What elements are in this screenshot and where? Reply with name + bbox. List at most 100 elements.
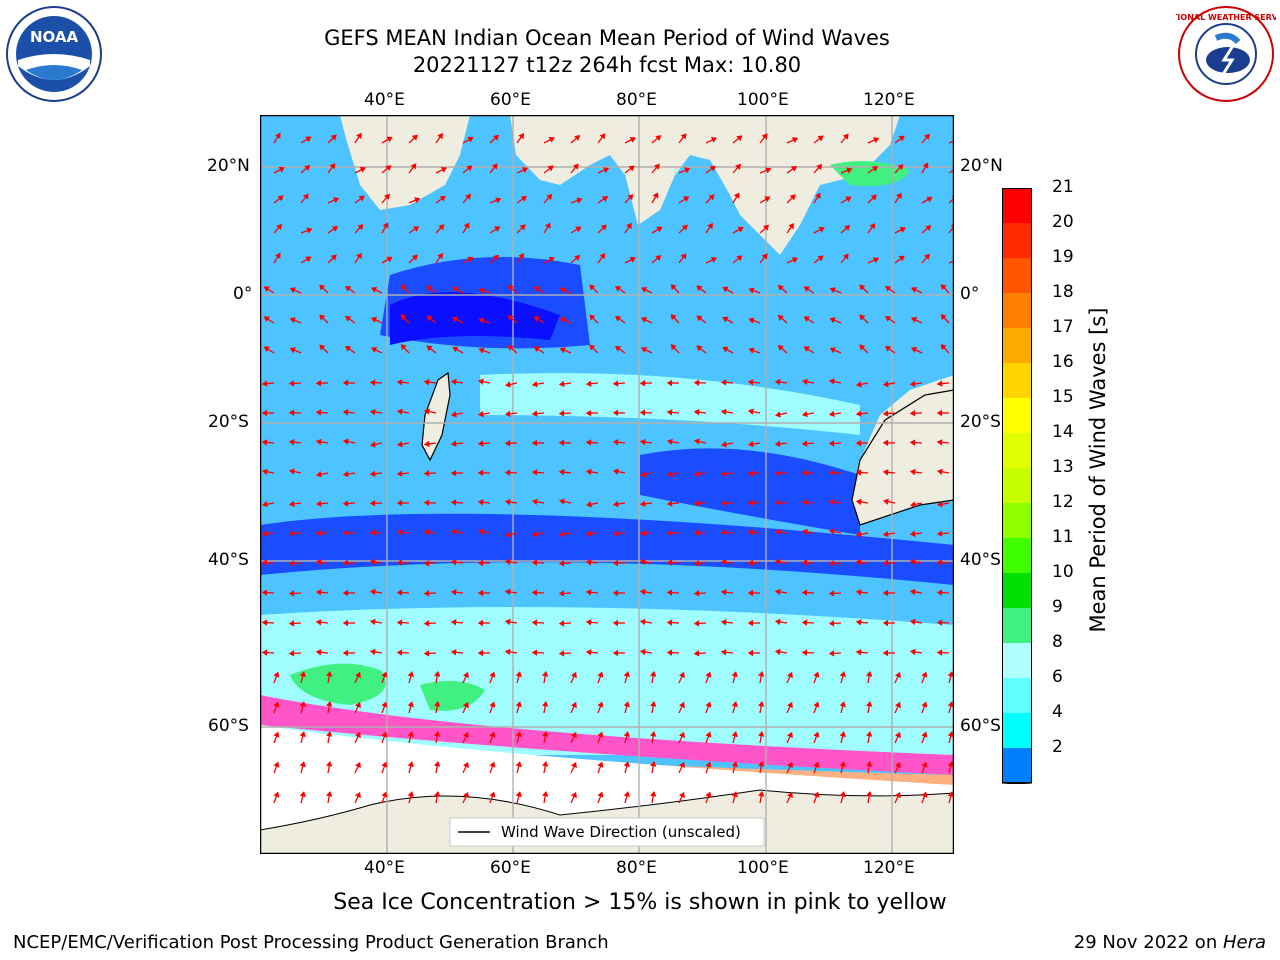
wind-arrow-head [407, 701, 414, 708]
wind-arrow-head [803, 286, 810, 293]
wind-arrow-head [597, 761, 604, 768]
wind-arrow-head [261, 501, 268, 508]
wind-arrow-head [504, 498, 511, 506]
wind-arrow-head [478, 317, 485, 324]
wind-arrow-head [894, 731, 901, 739]
wind-arrow-head [839, 791, 846, 798]
wind-arrow-head [559, 347, 566, 354]
wind-arrow-head [639, 409, 646, 416]
wind-arrow-head [423, 650, 430, 657]
wind-arrow-head [531, 531, 538, 538]
wind-arrow-head [263, 346, 270, 353]
wind-arrow-head [489, 731, 496, 738]
wind-arrow-head [585, 619, 592, 626]
wind-arrow-head [947, 671, 954, 678]
wind-arrow-head [410, 163, 417, 170]
wind-arrow-head [450, 411, 457, 418]
wind-arrow-head [599, 133, 606, 140]
wind-arrow-head [558, 560, 565, 567]
colorbar-tick-label: 18 [1052, 282, 1074, 302]
wind-arrow-head [288, 650, 295, 657]
wind-arrow-head [575, 226, 582, 233]
wind-arrow-head [407, 671, 414, 678]
wind-arrow-head [478, 347, 485, 354]
wind-arrow-head [801, 528, 808, 535]
chart-title-line1: GEFS MEAN Indian Ocean Mean Period of Wi… [324, 26, 890, 50]
lat-tick-left: 0° [233, 284, 253, 304]
colorbar-segment [1002, 188, 1032, 223]
colorbar-segment [1002, 643, 1032, 678]
wind-arrow-head [650, 670, 657, 677]
wind-arrow-head [855, 649, 862, 656]
wind-arrow-head [381, 791, 388, 798]
wind-arrow-head [437, 252, 443, 260]
wind-arrow-head [670, 284, 677, 291]
wind-arrow-head [678, 761, 685, 769]
wind-arrow-head [909, 410, 916, 417]
wind-arrow-head [612, 649, 619, 657]
wind-arrow-head [774, 528, 781, 536]
wind-arrow-head [882, 530, 889, 538]
wind-arrow-head [693, 438, 700, 445]
wind-arrow-head [423, 499, 430, 506]
wind-arrow-head [720, 499, 727, 507]
wind-arrow-head [923, 133, 930, 140]
colorbar-segment [1002, 503, 1032, 538]
wind-arrow-head [434, 730, 441, 737]
wind-arrow-head [531, 589, 538, 596]
wind-arrow-head [866, 670, 873, 677]
colorbar-tick-label: 21 [1052, 177, 1074, 197]
wind-arrow-head [288, 500, 295, 508]
map-legend: Wind Wave Direction (unscaled) [449, 817, 765, 847]
wind-arrow-head [289, 347, 296, 354]
wind-arrow-head [263, 316, 270, 323]
wind-arrow-head [263, 286, 270, 293]
wind-arrow-head [261, 589, 268, 596]
wind-arrow-head [921, 731, 928, 738]
wind-arrow-head [558, 530, 565, 538]
wind-arrow-head [705, 791, 712, 798]
wind-arrow-head [356, 252, 362, 259]
wind-arrow-head [504, 469, 511, 476]
wind-arrow-head [936, 559, 943, 566]
wind-arrow-head [678, 701, 685, 709]
wind-arrow-head [774, 440, 781, 448]
wind-arrow-head [839, 701, 846, 708]
wind-arrow-head [666, 409, 673, 416]
wind-arrow-head [639, 648, 646, 656]
wind-arrow-head [693, 620, 700, 627]
map-svg: Wind Wave Direction (unscaled) [259, 114, 961, 855]
footer-machine: Hera [1222, 932, 1266, 953]
wind-arrow-head [731, 731, 738, 738]
wind-arrow-head [855, 410, 862, 417]
wind-arrow-head [558, 498, 565, 505]
wind-arrow-head [261, 530, 268, 537]
wind-arrow-head [731, 701, 738, 708]
wind-arrow-head [369, 558, 376, 566]
wind-arrow-head [305, 136, 312, 143]
gridlines [260, 115, 954, 854]
wind-arrow-head [423, 560, 430, 567]
wind-arrow-head [909, 588, 916, 596]
wind-arrow-head [866, 760, 873, 767]
wind-arrow-head [299, 701, 306, 708]
wind-arrow-head [462, 761, 469, 769]
wind-arrow-head [333, 197, 340, 204]
wind-arrow-head [504, 588, 511, 596]
svg-text:NOAA: NOAA [30, 28, 79, 46]
wind-arrow-head [261, 409, 268, 417]
wind-arrow-head [507, 344, 514, 351]
colorbar-segment [1002, 538, 1032, 573]
wind-arrow-head [574, 134, 581, 141]
wind-arrow-head [650, 730, 657, 737]
wind-arrow-head [385, 165, 392, 172]
wind-arrow-head [758, 760, 765, 767]
wind-arrow-head [489, 761, 496, 768]
wind-arrow-head [817, 255, 824, 262]
wind-arrow-head [342, 589, 349, 597]
wind-arrow-head [344, 345, 352, 352]
wind-arrow-head [884, 285, 892, 292]
wind-arrow-head [666, 471, 673, 478]
wind-arrow-head [801, 619, 808, 626]
wind-arrow-head [774, 558, 781, 566]
